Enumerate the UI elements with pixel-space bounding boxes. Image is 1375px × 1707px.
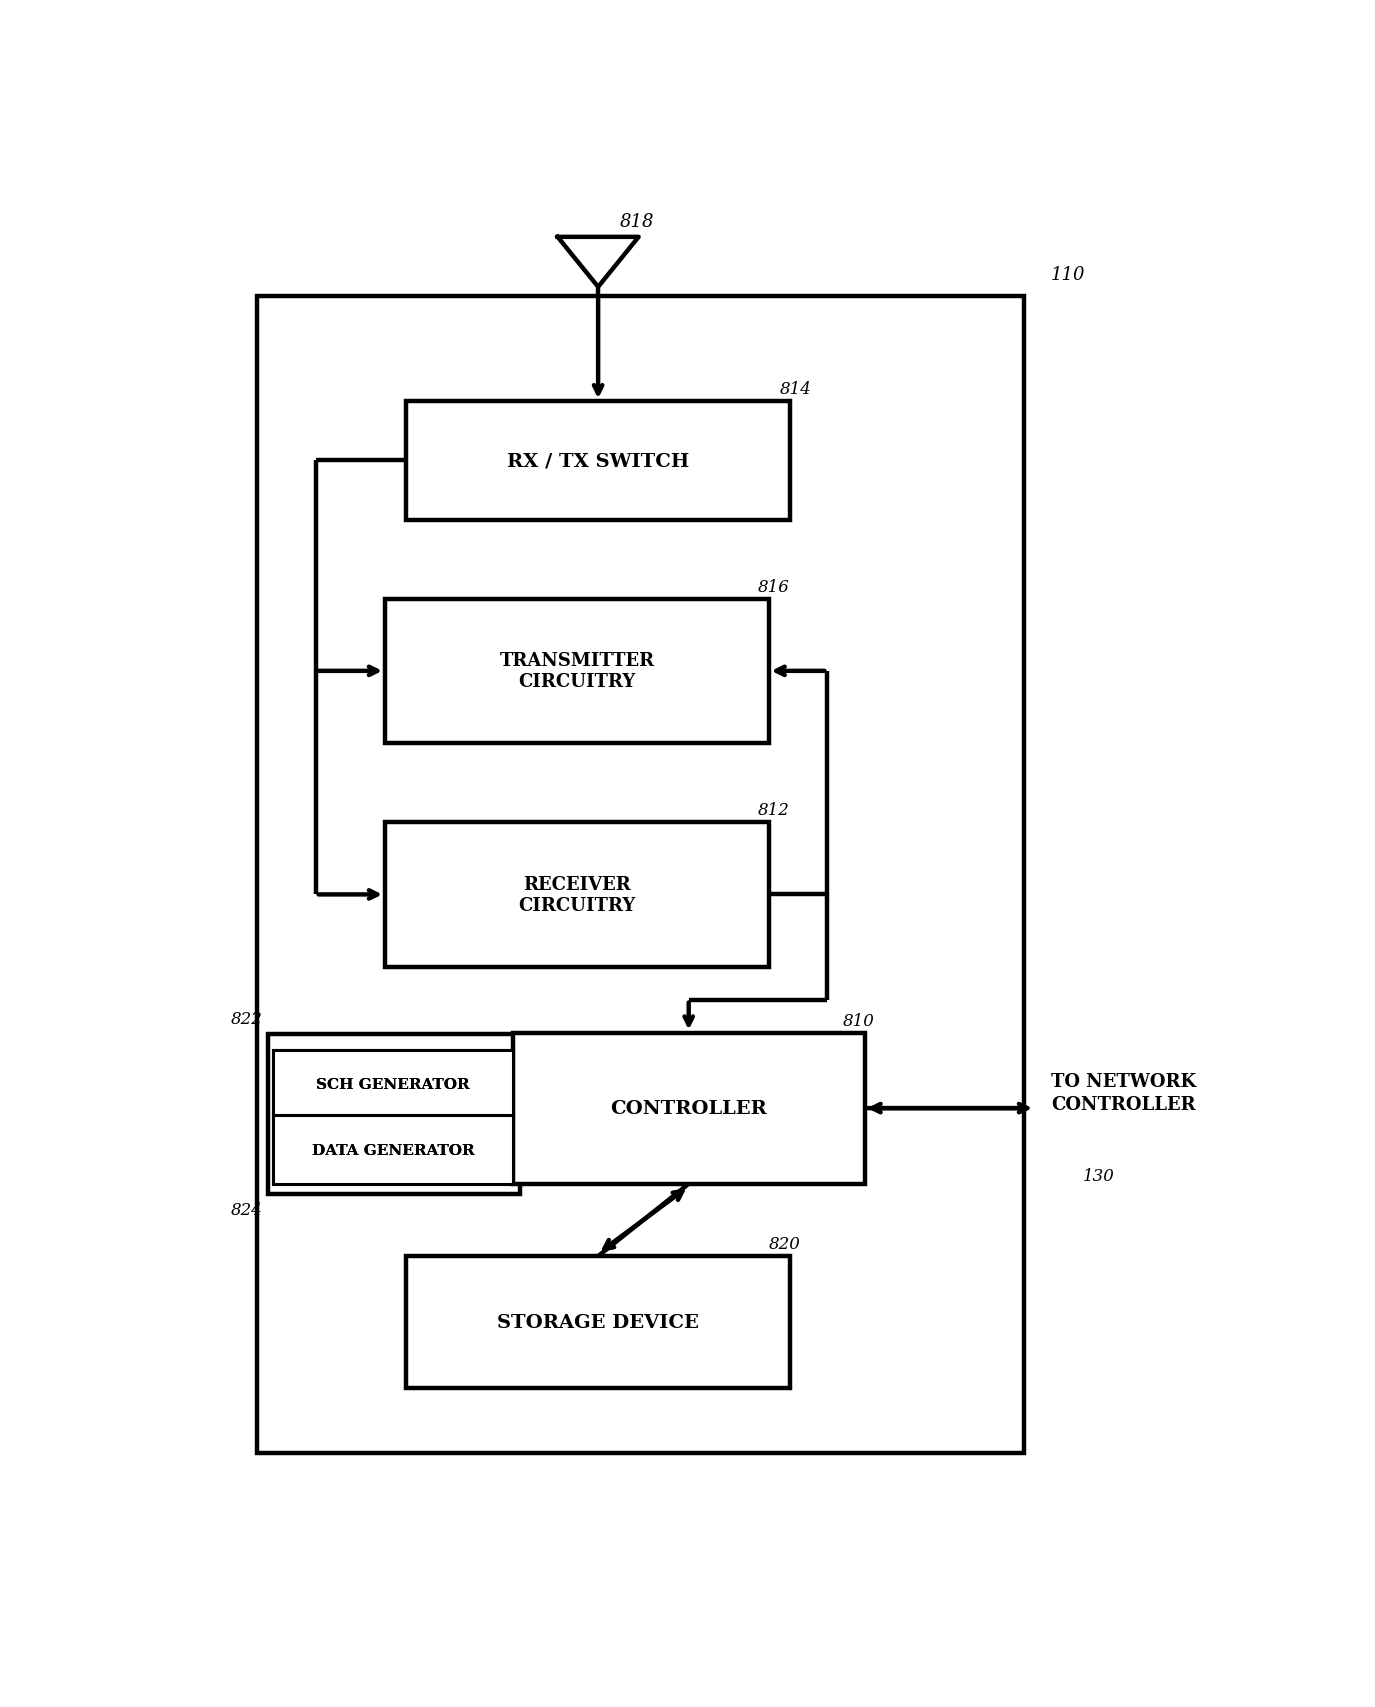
Text: DATA GENERATOR: DATA GENERATOR [312,1144,474,1157]
Bar [385,823,769,968]
Bar [274,1116,513,1185]
Text: 810: 810 [843,1012,874,1029]
Text: 130: 130 [1084,1168,1115,1185]
Text: STORAGE DEVICE: STORAGE DEVICE [498,1313,698,1331]
Bar [407,401,789,521]
Text: SCH GENERATOR: SCH GENERATOR [316,1077,470,1091]
Text: 812: 812 [758,802,789,819]
Bar [385,599,769,744]
Text: RECEIVER
CIRCUITRY: RECEIVER CIRCUITRY [518,876,635,915]
Polygon shape [558,237,638,288]
Bar [407,1256,789,1388]
Text: 822: 822 [231,1011,263,1028]
Text: 814: 814 [780,381,811,398]
Bar [274,1050,513,1118]
Text: 110: 110 [1050,266,1085,283]
Text: TO NETWORK
CONTROLLER: TO NETWORK CONTROLLER [1050,1072,1196,1113]
Bar [274,1050,513,1118]
Text: DATA GENERATOR: DATA GENERATOR [312,1144,474,1157]
Text: CONTROLLER: CONTROLLER [610,1099,767,1118]
Bar [257,297,1024,1454]
Text: 818: 818 [619,213,654,230]
Text: RX / TX SWITCH: RX / TX SWITCH [507,452,689,469]
Bar [513,1033,865,1185]
Text: SCH GENERATOR: SCH GENERATOR [316,1077,470,1091]
Bar [268,1034,520,1195]
Text: 820: 820 [769,1236,800,1253]
Text: TRANSMITTER
CIRCUITRY: TRANSMITTER CIRCUITRY [499,652,654,691]
Text: 824: 824 [231,1202,263,1219]
Bar [274,1116,513,1185]
Text: 816: 816 [758,579,789,596]
